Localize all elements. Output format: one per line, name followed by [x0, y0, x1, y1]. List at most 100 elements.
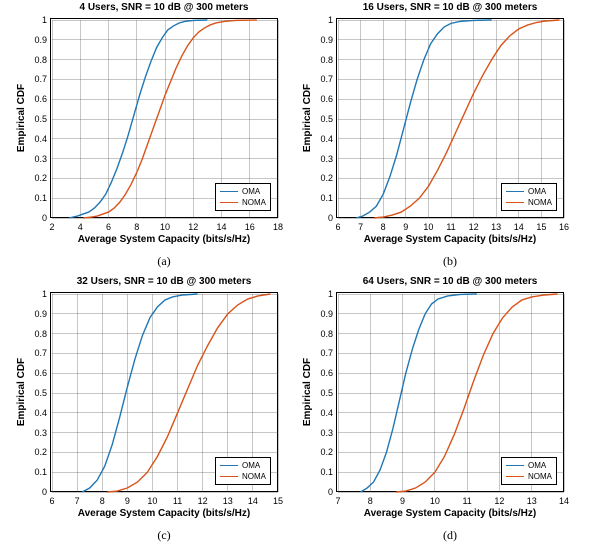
plot-title: 4 Users, SNR = 10 dB @ 300 meters [79, 2, 248, 13]
xtick-label: 8 [368, 496, 373, 506]
legend-swatch [506, 202, 524, 203]
xtick-label: 4 [78, 222, 83, 232]
ytick-label: 0.2 [320, 447, 337, 457]
ytick-label: 0.6 [320, 94, 337, 104]
ytick-label: 0.4 [34, 408, 51, 418]
xtick-label: 12 [494, 496, 504, 506]
legend-swatch [506, 191, 524, 192]
ytick-label: 0 [328, 487, 337, 497]
xtick-label: 13 [223, 496, 233, 506]
plot-area: 67891011121314151600.10.20.30.40.50.60.7… [336, 18, 564, 218]
sub-caption: (d) [443, 528, 457, 543]
ytick-label: 0.5 [34, 388, 51, 398]
plot-title: 64 Users, SNR = 10 dB @ 300 meters [363, 276, 538, 287]
xtick-label: 14 [216, 222, 226, 232]
ytick-label: 0.1 [34, 193, 51, 203]
legend-label: OMA [242, 460, 260, 471]
panel-d: 64 Users, SNR = 10 dB @ 300 meters789101… [336, 292, 564, 492]
xtick-label: 9 [403, 222, 408, 232]
xtick-label: 8 [134, 222, 139, 232]
figure: 4 Users, SNR = 10 dB @ 300 meters2468101… [0, 0, 596, 549]
ytick-label: 0.9 [320, 35, 337, 45]
legend-row: OMA [506, 186, 552, 197]
xtick-label: 11 [462, 496, 471, 506]
legend-label: NOMA [242, 197, 266, 208]
xtick-label: 12 [469, 222, 479, 232]
xtick-label: 7 [75, 496, 80, 506]
xtick-label: 11 [173, 496, 182, 506]
xtick-label: 9 [125, 496, 130, 506]
ytick-label: 0.8 [320, 55, 337, 65]
ytick-label: 0.4 [320, 408, 337, 418]
ytick-label: 0.7 [320, 74, 337, 84]
y-axis-label: Empirical CDF [16, 358, 27, 426]
xtick-label: 10 [430, 496, 440, 506]
legend-row: NOMA [220, 197, 266, 208]
plot-area: 678910111213141500.10.20.30.40.50.60.70.… [50, 292, 278, 492]
ytick-label: 0.8 [320, 329, 337, 339]
ytick-label: 0.2 [34, 447, 51, 457]
legend-row: OMA [220, 186, 266, 197]
legend-swatch [220, 465, 238, 466]
xtick-label: 13 [527, 496, 537, 506]
ytick-label: 1 [328, 289, 337, 299]
xtick-label: 7 [358, 222, 363, 232]
xtick-label: 16 [559, 222, 569, 232]
xtick-label: 14 [248, 496, 258, 506]
xtick-label: 6 [49, 496, 54, 506]
ytick-label: 0.3 [320, 428, 337, 438]
x-axis-label: Average System Capacity (bits/s/Hz) [364, 508, 536, 519]
legend: OMANOMA [215, 183, 271, 211]
ytick-label: 0.2 [34, 173, 51, 183]
xtick-label: 8 [381, 222, 386, 232]
ytick-label: 1 [42, 15, 51, 25]
xtick-label: 15 [273, 496, 283, 506]
y-axis-label: Empirical CDF [16, 84, 27, 152]
xtick-label: 12 [198, 496, 208, 506]
legend-label: OMA [242, 186, 260, 197]
plot-area: 789101112131400.10.20.30.40.50.60.70.80.… [336, 292, 564, 492]
ytick-label: 0.9 [34, 309, 51, 319]
y-axis-label: Empirical CDF [302, 358, 313, 426]
ytick-label: 0.9 [34, 35, 51, 45]
legend: OMANOMA [501, 183, 557, 211]
xtick-label: 6 [106, 222, 111, 232]
ytick-label: 0.5 [34, 114, 51, 124]
legend-row: OMA [506, 460, 552, 471]
ytick-label: 0.7 [34, 74, 51, 84]
sub-caption: (b) [443, 254, 457, 269]
ytick-label: 0.4 [320, 134, 337, 144]
x-axis-label: Average System Capacity (bits/s/Hz) [364, 234, 536, 245]
ytick-label: 0.7 [320, 348, 337, 358]
ytick-label: 1 [328, 15, 337, 25]
ytick-label: 0.5 [320, 388, 337, 398]
ytick-label: 0.1 [320, 467, 337, 477]
ytick-label: 0.7 [34, 348, 51, 358]
ytick-label: 0.3 [34, 428, 51, 438]
y-axis-label: Empirical CDF [302, 84, 313, 152]
ytick-label: 0.6 [320, 368, 337, 378]
xtick-label: 16 [245, 222, 255, 232]
ytick-label: 0.9 [320, 309, 337, 319]
ytick-label: 0 [328, 213, 337, 223]
plot-title: 16 Users, SNR = 10 dB @ 300 meters [363, 2, 538, 13]
ytick-label: 0.8 [34, 55, 51, 65]
ytick-label: 0.6 [34, 368, 51, 378]
ytick-label: 0 [42, 487, 51, 497]
legend-label: NOMA [242, 471, 266, 482]
xtick-label: 12 [188, 222, 198, 232]
legend-label: OMA [528, 186, 546, 197]
xtick-label: 10 [423, 222, 433, 232]
xtick-label: 10 [147, 496, 157, 506]
x-axis-label: Average System Capacity (bits/s/Hz) [78, 234, 250, 245]
legend: OMANOMA [501, 457, 557, 485]
xtick-label: 6 [335, 222, 340, 232]
legend-row: NOMA [220, 471, 266, 482]
xtick-label: 14 [559, 496, 569, 506]
xtick-label: 14 [514, 222, 524, 232]
ytick-label: 0.2 [320, 173, 337, 183]
xtick-label: 9 [400, 496, 405, 506]
panel-c: 32 Users, SNR = 10 dB @ 300 meters678910… [50, 292, 278, 492]
plot-title: 32 Users, SNR = 10 dB @ 300 meters [77, 276, 252, 287]
legend-label: NOMA [528, 197, 552, 208]
